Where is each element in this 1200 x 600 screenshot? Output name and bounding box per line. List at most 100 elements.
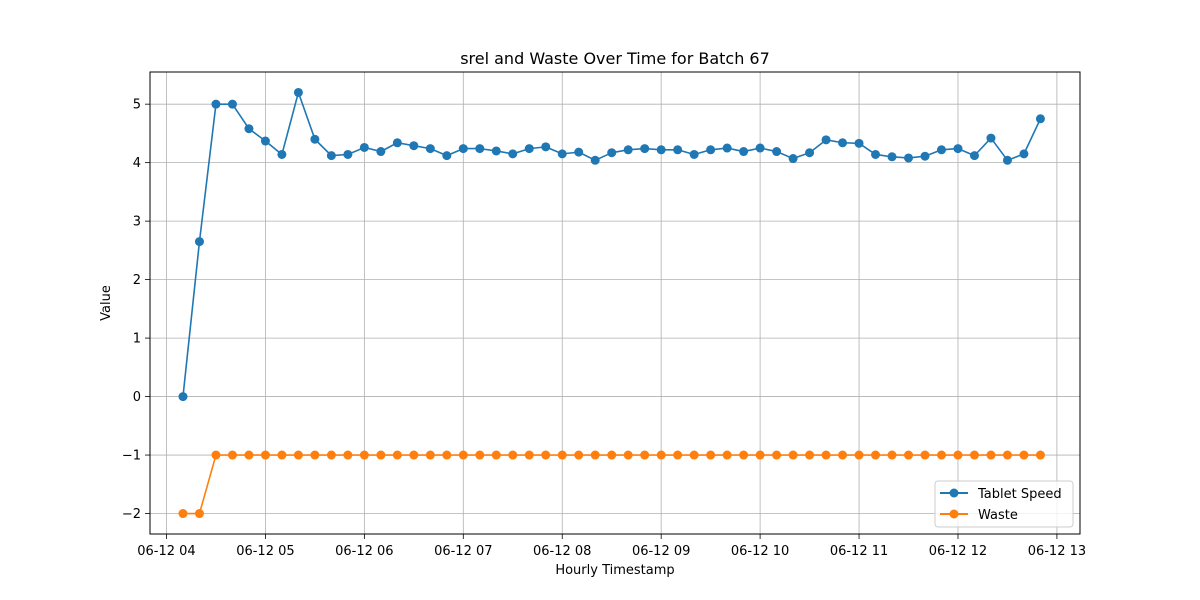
data-point-tablet-speed <box>359 142 369 152</box>
data-point-tablet-speed <box>491 146 501 156</box>
data-point-tablet-speed <box>772 147 782 157</box>
data-point-tablet-speed <box>623 145 633 155</box>
y-tick-label: −1 <box>122 449 141 464</box>
x-axis-label: Hourly Timestamp <box>555 563 674 578</box>
data-point-waste <box>557 450 567 460</box>
data-point-waste <box>343 450 353 460</box>
data-point-waste <box>260 450 270 460</box>
data-point-tablet-speed <box>409 141 419 151</box>
data-point-waste <box>788 450 798 460</box>
data-point-tablet-speed <box>821 135 831 145</box>
x-tick-label-06-12-09: 06-12 09 <box>632 544 690 559</box>
data-point-tablet-speed <box>673 145 683 155</box>
data-point-tablet-speed <box>178 392 188 402</box>
data-point-waste <box>920 450 930 460</box>
data-point-tablet-speed <box>293 87 303 97</box>
chart-title: srel and Waste Over Time for Batch 67 <box>460 49 770 68</box>
data-point-waste <box>821 450 831 460</box>
plot-frame <box>149 71 1081 535</box>
legend-box <box>934 480 1074 528</box>
y-tick-label: −2 <box>122 507 141 522</box>
data-point-waste <box>936 450 946 460</box>
y-tick-label: 1 <box>133 332 141 347</box>
data-point-tablet-speed <box>194 237 204 247</box>
data-point-tablet-speed <box>607 148 617 158</box>
data-point-tablet-speed <box>211 99 221 109</box>
data-point-waste <box>574 450 584 460</box>
series-waste <box>178 450 1045 519</box>
data-point-tablet-speed <box>475 144 485 154</box>
y-tick-label: 0 <box>133 390 141 405</box>
data-point-waste <box>953 450 963 460</box>
data-point-tablet-speed <box>1019 149 1029 159</box>
data-point-tablet-speed <box>788 154 798 164</box>
data-point-waste <box>673 450 683 460</box>
data-point-tablet-speed <box>936 145 946 155</box>
data-point-waste <box>854 450 864 460</box>
data-point-waste <box>326 450 336 460</box>
series-layer <box>178 87 1045 519</box>
data-point-waste <box>838 450 848 460</box>
data-point-tablet-speed <box>755 143 765 153</box>
y-axis: −2 −1 0 1 2 3 4 5 <box>122 98 150 522</box>
data-point-tablet-speed <box>1002 155 1012 165</box>
data-point-tablet-speed <box>442 151 452 161</box>
data-point-waste <box>656 450 666 460</box>
legend: Tablet Speed Waste <box>934 480 1074 528</box>
data-point-tablet-speed <box>557 149 567 159</box>
data-point-waste <box>689 450 699 460</box>
data-point-tablet-speed <box>458 144 468 154</box>
data-point-waste <box>310 450 320 460</box>
data-point-tablet-speed <box>392 138 402 148</box>
data-point-waste <box>244 450 254 460</box>
data-point-tablet-speed <box>722 143 732 153</box>
data-point-tablet-speed <box>343 149 353 159</box>
y-tick-label: 5 <box>133 98 141 113</box>
x-tick-label-06-12-13: 06-12 13 <box>1028 544 1086 559</box>
data-point-waste <box>1035 450 1045 460</box>
data-point-waste <box>755 450 765 460</box>
data-point-waste <box>805 450 815 460</box>
data-point-waste <box>376 450 386 460</box>
series-tablet-speed <box>178 87 1045 402</box>
data-point-tablet-speed <box>969 151 979 161</box>
data-point-waste <box>475 450 485 460</box>
data-point-waste <box>392 450 402 460</box>
data-point-waste <box>722 450 732 460</box>
legend-marker-waste <box>949 509 959 519</box>
x-tick-label-06-12-07: 06-12 07 <box>434 544 492 559</box>
data-point-waste <box>623 450 633 460</box>
data-point-waste <box>541 450 551 460</box>
data-point-tablet-speed <box>920 151 930 161</box>
data-point-waste <box>359 450 369 460</box>
data-point-waste <box>772 450 782 460</box>
data-point-waste <box>425 450 435 460</box>
legend-label-waste: Waste <box>978 508 1018 523</box>
data-point-tablet-speed <box>656 145 666 155</box>
x-tick-label-06-12-04: 06-12 04 <box>137 544 195 559</box>
data-point-tablet-speed <box>277 149 287 159</box>
data-point-tablet-speed <box>326 151 336 161</box>
data-point-waste <box>607 450 617 460</box>
data-point-tablet-speed <box>1035 114 1045 124</box>
y-tick-label: 3 <box>133 215 141 230</box>
data-point-waste <box>986 450 996 460</box>
data-point-tablet-speed <box>310 134 320 144</box>
x-tick-label-06-12-08: 06-12 08 <box>533 544 591 559</box>
data-point-waste <box>227 450 237 460</box>
data-point-waste <box>194 509 204 519</box>
y-tick-label: 2 <box>133 273 141 288</box>
data-point-tablet-speed <box>425 144 435 154</box>
data-point-waste <box>409 450 419 460</box>
data-point-waste <box>211 450 221 460</box>
data-point-tablet-speed <box>953 144 963 154</box>
data-point-tablet-speed <box>739 147 749 157</box>
data-point-tablet-speed <box>244 124 254 134</box>
x-tick-label-06-12-05: 06-12 05 <box>236 544 294 559</box>
data-point-waste <box>706 450 716 460</box>
data-point-waste <box>277 450 287 460</box>
data-point-tablet-speed <box>260 136 270 146</box>
data-point-tablet-speed <box>376 147 386 157</box>
